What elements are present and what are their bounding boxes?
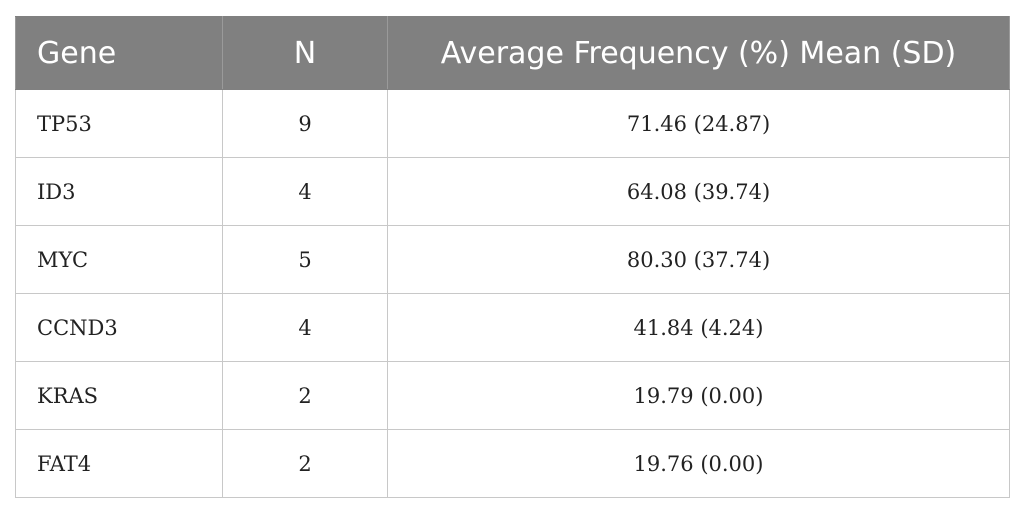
- cell-gene: FAT4: [15, 429, 223, 498]
- header-row: Gene N Average Frequency (%) Mean (SD): [15, 16, 1010, 90]
- cell-frequency: 80.30 (37.74): [387, 225, 1010, 294]
- cell-frequency: 41.84 (4.24): [387, 293, 1010, 362]
- table-row: ID3 4 64.08 (39.74): [15, 157, 1010, 226]
- cell-gene: MYC: [15, 225, 223, 294]
- cell-gene: CCND3: [15, 293, 223, 362]
- table-row: TP53 9 71.46 (24.87): [15, 89, 1010, 158]
- gene-frequency-table: Gene N Average Frequency (%) Mean (SD) T…: [15, 16, 1010, 498]
- cell-frequency: 64.08 (39.74): [387, 157, 1010, 226]
- cell-n: 2: [222, 361, 388, 430]
- cell-n: 4: [222, 157, 388, 226]
- table-row: KRAS 2 19.79 (0.00): [15, 361, 1010, 430]
- cell-n: 4: [222, 293, 388, 362]
- table-row: CCND3 4 41.84 (4.24): [15, 293, 1010, 362]
- gene-frequency-table-container: Gene N Average Frequency (%) Mean (SD) T…: [15, 16, 1010, 498]
- cell-frequency: 19.76 (0.00): [387, 429, 1010, 498]
- cell-gene: ID3: [15, 157, 223, 226]
- cell-gene: TP53: [15, 89, 223, 158]
- header-average-frequency: Average Frequency (%) Mean (SD): [387, 16, 1010, 90]
- cell-n: 2: [222, 429, 388, 498]
- header-gene: Gene: [15, 16, 223, 90]
- table-body: TP53 9 71.46 (24.87) ID3 4 64.08 (39.74)…: [15, 89, 1010, 498]
- header-n: N: [222, 16, 388, 90]
- cell-n: 5: [222, 225, 388, 294]
- cell-n: 9: [222, 89, 388, 158]
- cell-gene: KRAS: [15, 361, 223, 430]
- cell-frequency: 71.46 (24.87): [387, 89, 1010, 158]
- table-row: MYC 5 80.30 (37.74): [15, 225, 1010, 294]
- table-row: FAT4 2 19.76 (0.00): [15, 429, 1010, 498]
- cell-frequency: 19.79 (0.00): [387, 361, 1010, 430]
- table-header: Gene N Average Frequency (%) Mean (SD): [15, 16, 1010, 90]
